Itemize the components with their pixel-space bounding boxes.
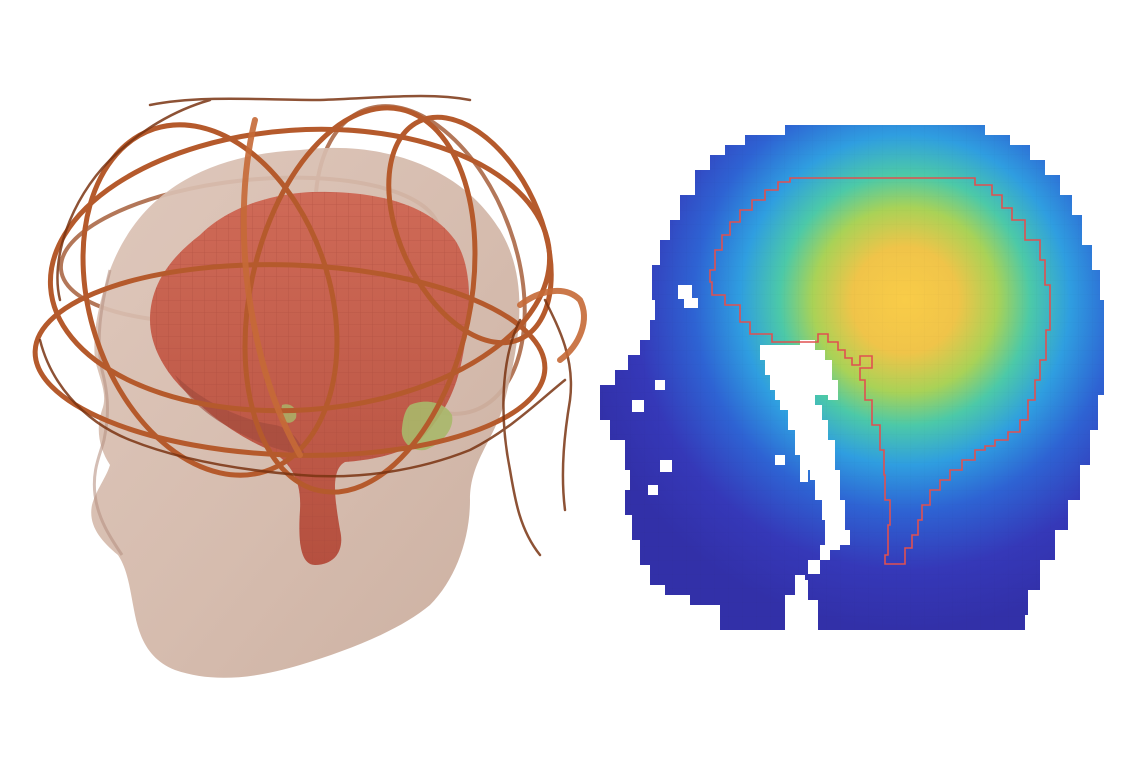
face-profile-shadow [92,269,124,556]
coil-wire [32,94,587,557]
head-coil-render [32,94,587,678]
brain-lower-shadow [175,375,305,455]
field-heatmap [600,125,1104,630]
airway-cutouts [632,285,850,585]
brain-outline [709,177,1051,565]
field-pixel-grid [600,125,1104,630]
